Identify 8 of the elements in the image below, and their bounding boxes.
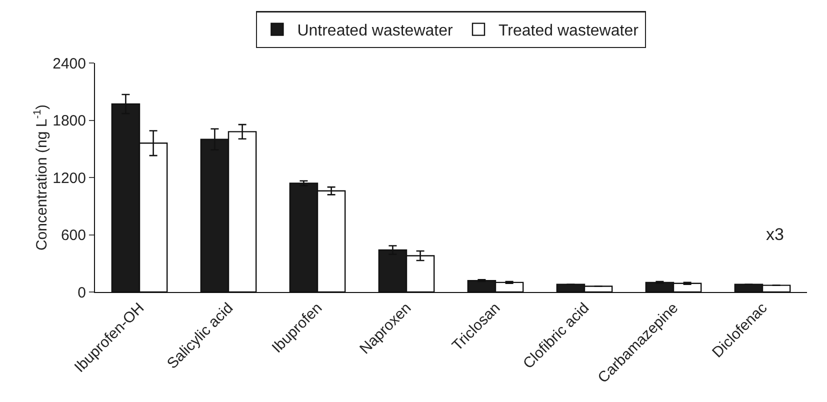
legend-label: Untreated wastewater bbox=[297, 22, 454, 40]
y-tick-label: 1200 bbox=[52, 170, 86, 187]
y-tick-label: 1800 bbox=[52, 112, 86, 130]
y-tick-label: 2400 bbox=[52, 55, 86, 72]
annotation: x3 bbox=[766, 225, 784, 244]
y-tick-label: 0 bbox=[78, 284, 86, 302]
y-tick-label: 600 bbox=[60, 227, 86, 244]
legend-label: Treated wastewater bbox=[498, 22, 640, 40]
